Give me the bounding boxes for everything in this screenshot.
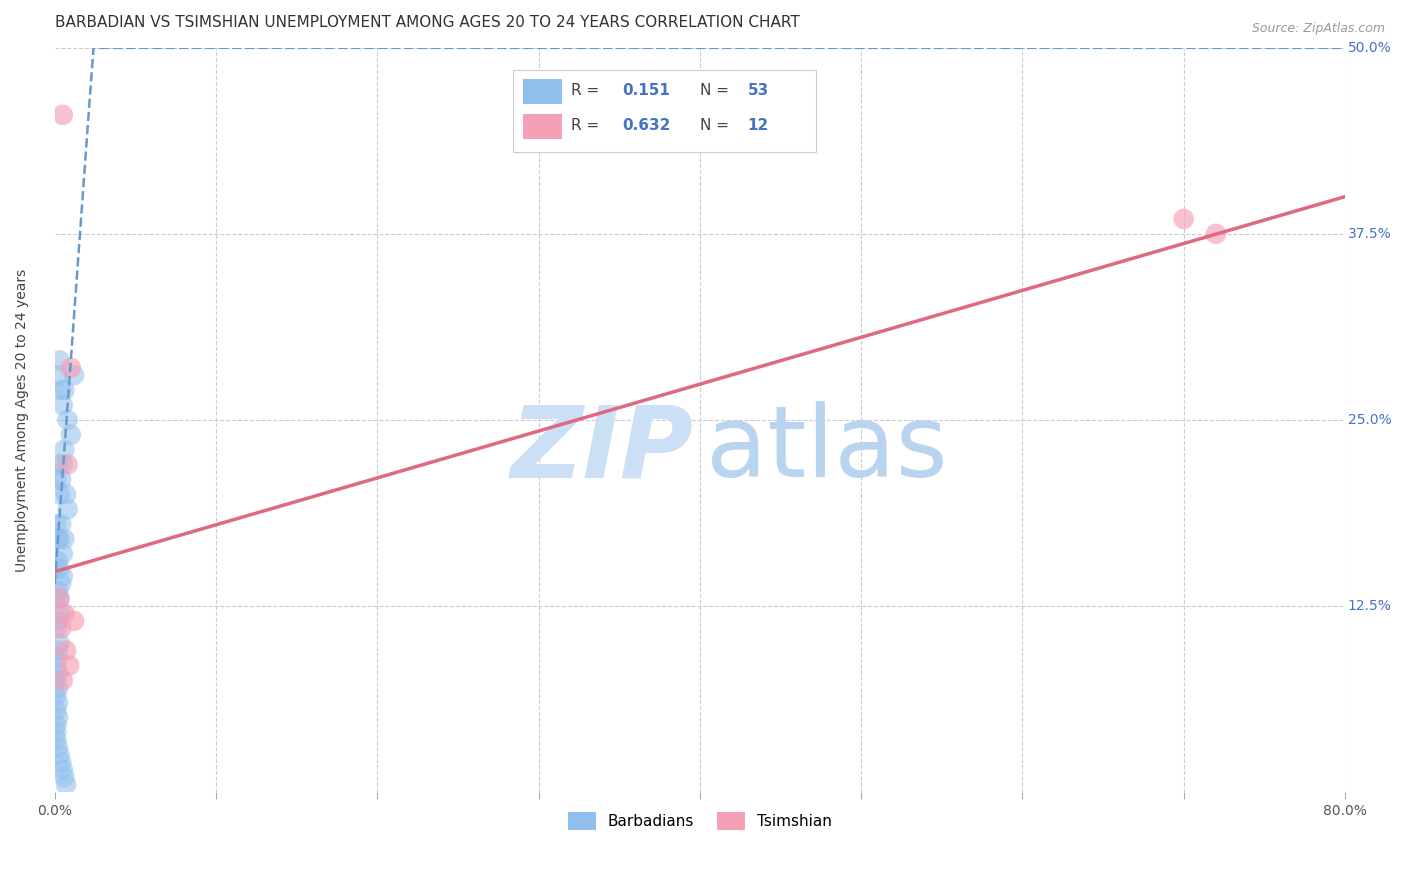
Text: N =: N =: [700, 84, 734, 98]
Point: [53, 442, 76, 457]
Point: [49, 517, 72, 532]
Point: [55, 643, 77, 657]
Point: [59, 360, 82, 375]
Point: [45, 621, 67, 635]
Point: [48, 532, 70, 546]
Point: [46, 368, 69, 383]
Point: [56, 458, 79, 472]
Point: [46, 643, 69, 657]
Text: 12: 12: [748, 119, 769, 134]
Point: [49, 576, 72, 591]
Point: [45, 718, 67, 732]
Point: [63, 368, 86, 383]
Text: 0.632: 0.632: [623, 119, 671, 134]
Point: [55, 487, 77, 501]
Point: [46, 458, 69, 472]
Text: 53: 53: [748, 84, 769, 98]
FancyBboxPatch shape: [523, 79, 562, 104]
Point: [45, 472, 67, 486]
Point: [46, 681, 69, 695]
Point: [59, 427, 82, 442]
Text: N =: N =: [700, 119, 734, 134]
Text: atlas: atlas: [706, 401, 948, 498]
Point: [53, 770, 76, 784]
Point: [48, 636, 70, 650]
Point: [52, 569, 75, 583]
Point: [52, 673, 75, 688]
Point: [56, 502, 79, 516]
Text: 12.5%: 12.5%: [1347, 599, 1392, 613]
Text: Source: ZipAtlas.com: Source: ZipAtlas.com: [1251, 22, 1385, 36]
Point: [45, 725, 67, 739]
Point: [45, 732, 67, 747]
Point: [46, 554, 69, 568]
Text: R =: R =: [571, 119, 605, 134]
Point: [45, 673, 67, 688]
Point: [46, 584, 69, 599]
Point: [45, 651, 67, 665]
Point: [45, 688, 67, 702]
Text: R =: R =: [571, 84, 605, 98]
Point: [46, 665, 69, 680]
Point: [1173, 211, 1195, 226]
FancyBboxPatch shape: [513, 70, 815, 152]
Point: [49, 621, 72, 635]
Y-axis label: Unemployment Among Ages 20 to 24 years: Unemployment Among Ages 20 to 24 years: [15, 268, 30, 572]
Point: [48, 591, 70, 606]
Point: [53, 383, 76, 397]
Text: 25.0%: 25.0%: [1347, 413, 1392, 427]
Point: [46, 710, 69, 724]
Text: 37.5%: 37.5%: [1347, 227, 1392, 241]
Point: [1205, 227, 1227, 241]
Point: [46, 696, 69, 710]
Point: [52, 763, 75, 777]
Point: [48, 353, 70, 368]
Point: [49, 472, 72, 486]
Point: [49, 383, 72, 397]
Text: 0.151: 0.151: [623, 84, 671, 98]
Text: ZIP: ZIP: [510, 401, 693, 498]
Point: [45, 703, 67, 717]
Point: [58, 658, 80, 673]
Point: [55, 778, 77, 792]
Text: BARBADIAN VS TSIMSHIAN UNEMPLOYMENT AMONG AGES 20 TO 24 YEARS CORRELATION CHART: BARBADIAN VS TSIMSHIAN UNEMPLOYMENT AMON…: [55, 15, 800, 30]
Point: [45, 658, 67, 673]
Point: [49, 755, 72, 769]
Point: [56, 413, 79, 427]
Point: [45, 591, 67, 606]
Point: [46, 614, 69, 628]
Point: [46, 740, 69, 755]
Point: [45, 562, 67, 576]
Legend: Barbadians, Tsimshian: Barbadians, Tsimshian: [562, 805, 838, 837]
FancyBboxPatch shape: [523, 114, 562, 139]
Point: [63, 614, 86, 628]
Point: [52, 398, 75, 412]
Point: [48, 747, 70, 762]
Point: [53, 532, 76, 546]
Point: [52, 547, 75, 561]
Point: [52, 458, 75, 472]
Point: [48, 591, 70, 606]
Point: [48, 562, 70, 576]
Text: 50.0%: 50.0%: [1347, 41, 1392, 54]
Point: [53, 607, 76, 621]
Point: [52, 108, 75, 122]
Point: [46, 532, 69, 546]
Point: [49, 607, 72, 621]
Point: [45, 517, 67, 532]
Point: [48, 487, 70, 501]
